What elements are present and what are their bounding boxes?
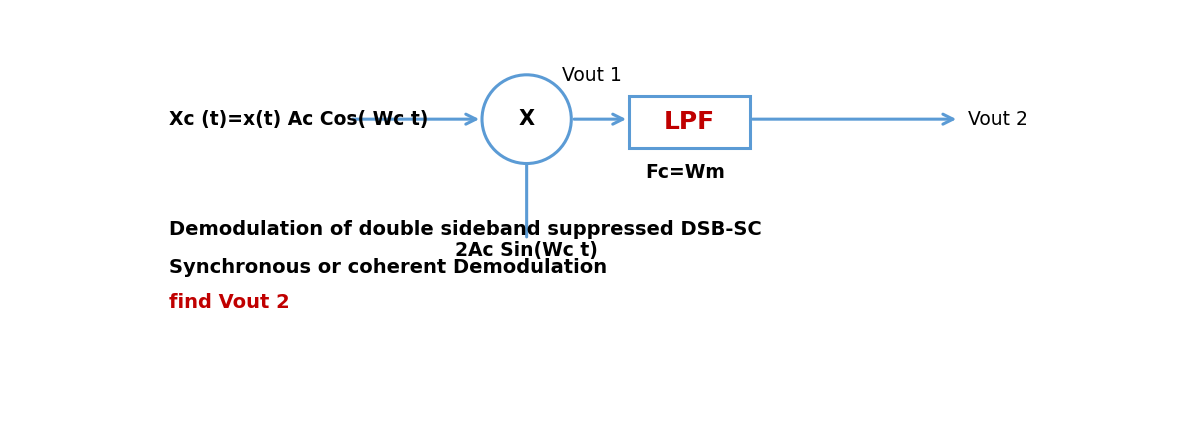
Text: Demodulation of double sideband suppressed DSB-SC: Demodulation of double sideband suppress… bbox=[168, 220, 761, 239]
FancyBboxPatch shape bbox=[629, 96, 750, 148]
Ellipse shape bbox=[482, 75, 571, 164]
Text: Xc (t)=x(t) Ac Cos( Wc t): Xc (t)=x(t) Ac Cos( Wc t) bbox=[168, 110, 428, 129]
Text: LPF: LPF bbox=[664, 110, 715, 135]
Text: Synchronous or coherent Demodulation: Synchronous or coherent Demodulation bbox=[168, 258, 607, 277]
Text: Vout 1: Vout 1 bbox=[562, 66, 622, 85]
Text: find Vout 2: find Vout 2 bbox=[168, 294, 289, 313]
Text: Vout 2: Vout 2 bbox=[968, 110, 1028, 129]
Text: X: X bbox=[518, 109, 535, 129]
Text: 2Ac Sin(Wc t): 2Ac Sin(Wc t) bbox=[455, 241, 598, 260]
Text: Fc=Wm: Fc=Wm bbox=[644, 163, 725, 182]
